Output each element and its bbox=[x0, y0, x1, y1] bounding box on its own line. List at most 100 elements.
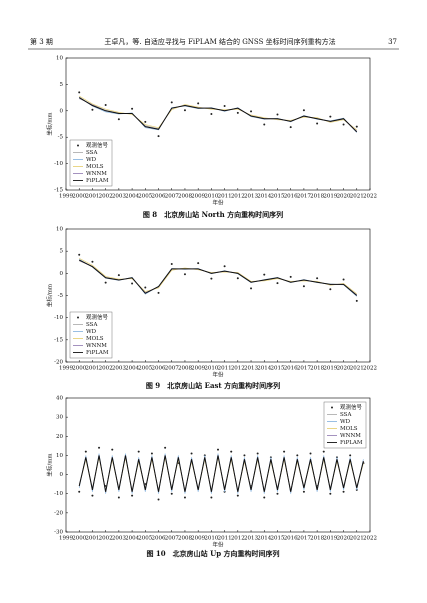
x-tick-label: 2003 bbox=[112, 366, 126, 372]
x-tick-label: 2019 bbox=[323, 536, 337, 542]
legend-label: SSA bbox=[86, 322, 98, 328]
legend-swatch bbox=[77, 144, 79, 147]
x-tick-label: 2016 bbox=[284, 194, 298, 200]
observation-point bbox=[104, 281, 107, 284]
observation-point bbox=[283, 450, 286, 453]
legend-label: MOLS bbox=[340, 426, 358, 432]
observation-point bbox=[289, 275, 292, 278]
series-line bbox=[78, 259, 358, 296]
series-line bbox=[79, 98, 358, 132]
x-tick-label: 2005 bbox=[138, 194, 152, 200]
x-tick-label: 2012 bbox=[231, 194, 245, 200]
figure-caption: 图 8 北京房山站 North 方向重构时间序列 bbox=[143, 210, 283, 219]
observation-point bbox=[329, 492, 332, 495]
y-tick-label: 0 bbox=[60, 472, 64, 478]
observation-point bbox=[91, 494, 94, 497]
observation-point bbox=[236, 111, 239, 114]
header-center: 王卓凡，等. 自适应寻找与 FiPLAM 结合的 GNSS 坐标时间序列重构方法 bbox=[104, 37, 335, 46]
x-tick-label: 2011 bbox=[218, 194, 232, 200]
observation-point bbox=[329, 115, 332, 118]
x-tick-label: 2001 bbox=[85, 536, 99, 542]
y-tick-label: 20 bbox=[56, 434, 63, 440]
observation-point bbox=[91, 260, 94, 263]
observation-point bbox=[190, 452, 193, 455]
observation-point bbox=[98, 446, 101, 449]
observation-point bbox=[349, 454, 352, 457]
observation-point bbox=[157, 135, 160, 138]
series-line bbox=[78, 97, 358, 133]
x-tick-label: 2004 bbox=[125, 366, 139, 372]
observation-point bbox=[276, 113, 279, 116]
y-tick-label: -30 bbox=[54, 530, 63, 536]
legend-label: 观测信号 bbox=[86, 141, 109, 149]
x-tick-label: 2006 bbox=[152, 366, 166, 372]
legend-label: WD bbox=[86, 329, 97, 335]
observation-point bbox=[322, 450, 325, 453]
y-tick-label: -20 bbox=[54, 510, 63, 516]
x-tick-label: 2021 bbox=[350, 366, 364, 372]
legend-label: SSA bbox=[340, 412, 352, 418]
y-tick-label: -15 bbox=[54, 337, 63, 343]
x-tick-label: 2017 bbox=[297, 194, 311, 200]
header-left: 第 3 期 bbox=[30, 37, 53, 46]
x-tick-label: 2005 bbox=[138, 536, 152, 542]
observation-point bbox=[289, 126, 292, 129]
x-tick-label: 1999 bbox=[59, 366, 73, 372]
observation-point bbox=[197, 262, 200, 265]
legend-label: MOLS bbox=[86, 336, 104, 342]
observation-point bbox=[236, 277, 239, 280]
x-tick-label: 2015 bbox=[270, 194, 284, 200]
x-tick-label: 2003 bbox=[112, 536, 126, 542]
observation-point bbox=[183, 109, 186, 112]
x-tick-label: 2007 bbox=[165, 366, 179, 372]
series-line bbox=[79, 97, 358, 132]
observation-point bbox=[276, 282, 279, 285]
x-tick-label: 2013 bbox=[244, 366, 258, 372]
y-tick-label: -5 bbox=[58, 135, 64, 141]
legend-label: SSA bbox=[86, 150, 98, 156]
series-line bbox=[79, 95, 357, 131]
y-tick-label: -10 bbox=[54, 491, 63, 497]
x-tick-label: 2022 bbox=[363, 366, 377, 372]
legend-box bbox=[69, 311, 113, 359]
x-tick-label: 2017 bbox=[297, 536, 311, 542]
x-tick-label: 2008 bbox=[178, 536, 192, 542]
observation-point bbox=[210, 277, 213, 280]
x-tick-label: 2011 bbox=[218, 366, 232, 372]
x-tick-label: 2007 bbox=[165, 194, 179, 200]
x-tick-label: 2016 bbox=[284, 366, 298, 372]
observation-point bbox=[302, 285, 305, 288]
observation-point bbox=[197, 102, 200, 105]
observation-point bbox=[131, 107, 134, 110]
x-tick-label: 2005 bbox=[138, 366, 152, 372]
observation-point bbox=[157, 498, 160, 501]
y-tick-label: 10 bbox=[56, 453, 63, 459]
observation-point bbox=[144, 120, 147, 123]
x-tick-label: 2007 bbox=[165, 536, 179, 542]
x-tick-label: 2008 bbox=[178, 194, 192, 200]
y-axis-label: 坐标/mm bbox=[46, 453, 54, 477]
observation-point bbox=[302, 109, 305, 112]
plot-frame bbox=[65, 57, 371, 191]
observation-point bbox=[183, 273, 186, 276]
series-line bbox=[79, 258, 358, 297]
x-axis-label: 年份 bbox=[212, 541, 224, 549]
figure-caption: 图 9 北京房山站 East 方向重构时间序列 bbox=[146, 381, 280, 390]
observation-point bbox=[302, 490, 305, 493]
y-tick-label: 0 bbox=[60, 108, 64, 114]
x-tick-label: 2014 bbox=[257, 536, 271, 542]
y-tick-label: 5 bbox=[60, 82, 64, 88]
y-tick-label: 10 bbox=[56, 227, 63, 233]
x-tick-label: 2014 bbox=[257, 366, 271, 372]
observation-point bbox=[131, 282, 134, 285]
observation-point bbox=[316, 277, 319, 280]
legend-swatch bbox=[331, 406, 333, 409]
legend-label: MOLS bbox=[86, 164, 104, 170]
x-tick-label: 2015 bbox=[270, 536, 284, 542]
plot-frame bbox=[65, 397, 371, 533]
observation-point bbox=[243, 454, 246, 457]
observation-point bbox=[276, 492, 279, 495]
x-tick-label: 2012 bbox=[231, 536, 245, 542]
y-tick-label: -10 bbox=[54, 161, 63, 167]
